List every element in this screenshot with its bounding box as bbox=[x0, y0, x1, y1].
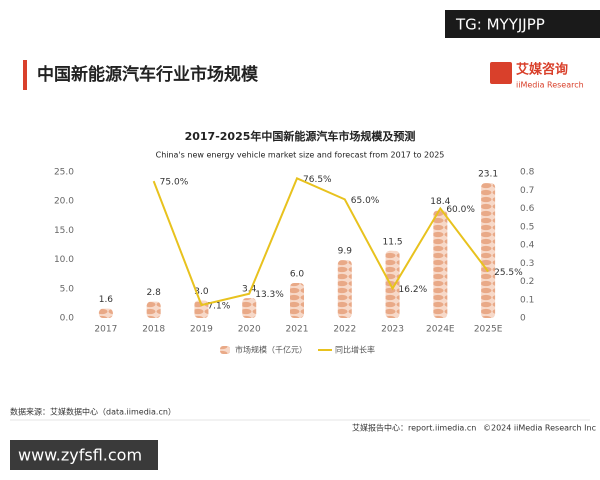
header-title: 中国新能源汽车行业市场规模 bbox=[37, 64, 259, 85]
watermark-top: TG: MYYJJPP bbox=[455, 16, 545, 34]
line-value-label: 7.1% bbox=[207, 302, 230, 312]
bar bbox=[242, 298, 257, 318]
bar-value-label: 1.6 bbox=[99, 295, 114, 305]
legend-label: 同比增长率 bbox=[335, 345, 375, 355]
source: 数据来源：艾媒数据中心（data.iimedia.cn） bbox=[10, 407, 176, 417]
bar-value-label: 3.0 bbox=[194, 287, 209, 297]
watermark-box bbox=[445, 10, 600, 38]
x-tick-label: 2025E bbox=[474, 325, 503, 335]
y-tick-label: 20.0 bbox=[54, 197, 74, 207]
x-tick-label: 2022 bbox=[333, 325, 356, 335]
logo-text: 艾媒咨询 bbox=[516, 62, 568, 78]
footer-report: 艾媒报告中心：report.iimedia.cn bbox=[352, 423, 476, 433]
y2-tick-label: 0.2 bbox=[520, 277, 534, 287]
line-value-label: 75.0% bbox=[160, 178, 189, 188]
bar bbox=[433, 210, 448, 318]
bar bbox=[146, 301, 161, 318]
x-tick-label: 2017 bbox=[94, 325, 117, 335]
bar-value-label: 6.0 bbox=[290, 269, 305, 279]
footer-copyright: ©2024 iiMedia Research Inc bbox=[483, 424, 596, 433]
y2-tick-label: 0.4 bbox=[520, 241, 535, 251]
y-tick-label: 5.0 bbox=[60, 284, 75, 294]
line-value-label: 16.2% bbox=[399, 285, 428, 295]
line bbox=[152, 177, 489, 307]
header-accent bbox=[23, 60, 27, 90]
line-value-label: 13.3% bbox=[255, 290, 284, 300]
x-tick-label: 2024E bbox=[426, 325, 455, 335]
bar-value-label: 3.4 bbox=[242, 285, 257, 295]
x-tick-label: 2018 bbox=[142, 325, 165, 335]
y2-tick-label: 0.1 bbox=[520, 295, 534, 305]
watermark-box bbox=[10, 440, 158, 470]
bar-value-label: 11.5 bbox=[383, 237, 403, 247]
y-tick-label: 0.0 bbox=[60, 314, 75, 324]
logo-subtext: iiMedia Research bbox=[516, 81, 584, 90]
x-tick-label: 2019 bbox=[190, 325, 213, 335]
x-tick-label: 2020 bbox=[238, 325, 261, 335]
chart-title: 2017-2025年中国新能源汽车市场规模及预测 bbox=[185, 129, 416, 143]
bar-value-label: 18.4 bbox=[430, 197, 450, 207]
bar-value-label: 2.8 bbox=[147, 288, 162, 298]
legend-label: 市场规模（千亿元） bbox=[235, 345, 307, 355]
bar bbox=[290, 282, 304, 318]
line-value-label: 25.5% bbox=[494, 268, 523, 278]
watermark-bottom: www.zyfsfl.com bbox=[18, 446, 142, 465]
y2-tick-label: 0.7 bbox=[520, 186, 534, 196]
x-tick-label: 2023 bbox=[381, 325, 404, 335]
bar bbox=[481, 183, 496, 318]
line-value-label: 76.5% bbox=[303, 175, 332, 185]
chart-subtitle: China's new energy vehicle market size a… bbox=[156, 151, 445, 160]
line-value-label: 60.0% bbox=[446, 205, 475, 215]
y2-tick-label: 0.5 bbox=[520, 222, 534, 232]
y2-tick-label: 0.3 bbox=[520, 259, 534, 269]
y-tick-label: 15.0 bbox=[54, 226, 74, 236]
bar-value-label: 23.1 bbox=[478, 170, 498, 180]
x-tick-label: 2021 bbox=[286, 325, 309, 335]
bar-value-label: 9.9 bbox=[338, 247, 353, 257]
y2-tick-label: 0.8 bbox=[520, 168, 535, 178]
legend-swatch bbox=[220, 346, 230, 354]
y2-tick-label: 0.6 bbox=[520, 204, 535, 214]
bar bbox=[337, 260, 352, 318]
y-tick-label: 25.0 bbox=[54, 168, 74, 178]
logo-icon bbox=[490, 62, 512, 84]
y2-tick-label: 0 bbox=[520, 314, 526, 324]
line-value-label: 65.0% bbox=[351, 196, 380, 206]
y-tick-label: 10.0 bbox=[54, 255, 74, 265]
bar bbox=[385, 250, 400, 318]
bar bbox=[98, 308, 113, 318]
